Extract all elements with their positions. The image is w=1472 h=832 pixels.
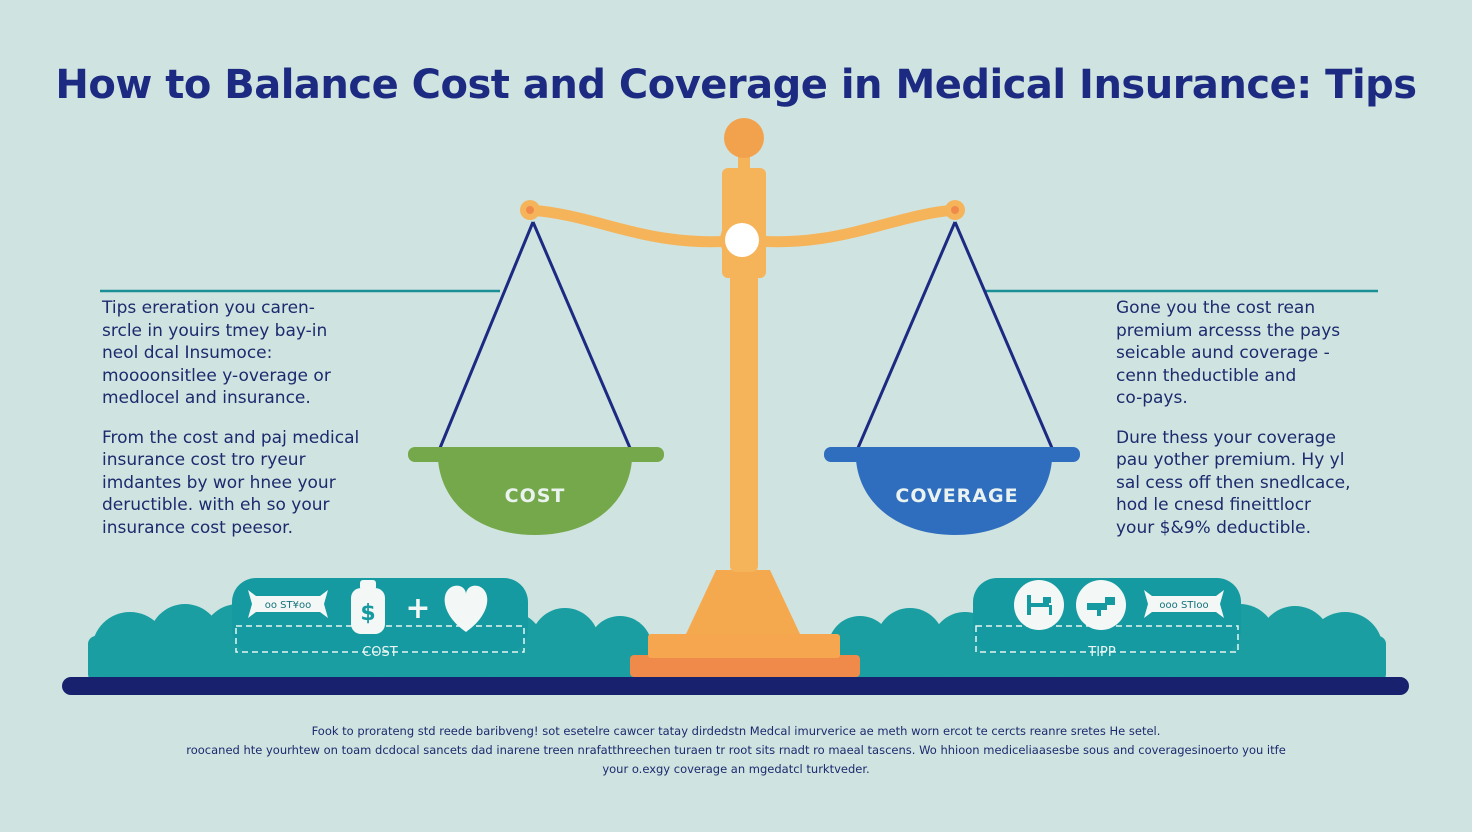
bandage-badge-icon bbox=[248, 590, 328, 618]
text-line: deructible. with eh so your bbox=[102, 495, 330, 515]
scale-base bbox=[630, 570, 860, 677]
right-paragraph-1: Gone you the cost rean premium arcesss t… bbox=[1116, 297, 1351, 410]
svg-text:$: $ bbox=[360, 601, 375, 626]
bandage-badge-icon-right bbox=[1144, 590, 1224, 618]
footer-line: your o.exgy coverage an mgedatcl turktve… bbox=[602, 762, 870, 776]
heart-icon bbox=[444, 585, 488, 632]
right-badge-text: ooo STIoo bbox=[1159, 600, 1208, 611]
syringe-icon bbox=[1076, 580, 1126, 630]
right-tips-column: Gone you the cost rean premium arcesss t… bbox=[1116, 297, 1351, 556]
text-line: sal cess off then snedlcace, bbox=[1116, 472, 1351, 493]
text-line: co-pays. bbox=[1116, 388, 1188, 408]
text-line: medlocel and insurance. bbox=[102, 388, 311, 408]
plus-icon: + bbox=[405, 591, 430, 626]
text-line: From the cost and paj medical bbox=[102, 427, 360, 448]
text-line: insurance cost tro ryeur bbox=[102, 450, 306, 470]
text-line: insurance cost peesor. bbox=[102, 517, 293, 538]
right-paragraph-2: Dure thess your coverage pau yother prem… bbox=[1116, 427, 1351, 540]
baseline-bar bbox=[62, 677, 1409, 695]
coverage-pan bbox=[824, 447, 1080, 535]
text-line: seicable aund coverage - bbox=[1116, 343, 1330, 363]
pivot-center bbox=[725, 223, 759, 257]
left-paragraph-1: Tips ereration you caren- srcle in youir… bbox=[102, 297, 359, 410]
text-line: Dure thess your coverage bbox=[1116, 427, 1336, 448]
tip-box-label: TIPP bbox=[1087, 645, 1116, 660]
text-line: cenn theductible and bbox=[1116, 365, 1297, 386]
left-badge-text: oo ST¥oo bbox=[265, 600, 311, 611]
text-line: moooonsitlee y-overage or bbox=[102, 365, 331, 386]
cost-pan-label: COST bbox=[505, 485, 566, 507]
footer-line: Fook to prorateng std reede baribveng! s… bbox=[311, 724, 1161, 738]
text-line: neol dcal Insumoce: bbox=[102, 343, 273, 363]
text-line: your $&9% deductible. bbox=[1116, 517, 1312, 538]
coverage-pan-label: COVERAGE bbox=[895, 485, 1018, 507]
left-tips-column: Tips ereration you caren- srcle in youir… bbox=[102, 297, 359, 556]
text-line: Gone you the cost rean bbox=[1116, 298, 1316, 318]
text-line: Tips ereration you caren- bbox=[102, 298, 315, 318]
scale-pole bbox=[730, 270, 758, 572]
money-bag-icon: $ bbox=[351, 580, 385, 634]
text-line: hod le cnesd fineittlocr bbox=[1116, 495, 1312, 515]
left-paragraph-2: From the cost and paj medical insurance … bbox=[102, 427, 359, 540]
page-title: How to Balance Cost and Coverage in Medi… bbox=[55, 62, 1417, 108]
scale-finial bbox=[724, 118, 764, 158]
footer-text: Fook to prorateng std reede baribveng! s… bbox=[0, 722, 1472, 779]
text-line: imdantes by wor hnee your bbox=[102, 472, 336, 493]
footer-line: roocaned hte yourhtew on toam dcdocal sa… bbox=[186, 743, 1286, 757]
text-line: premium arcesss the pays bbox=[1116, 320, 1341, 341]
text-line: pau yother premium. Hy yl bbox=[1116, 450, 1345, 470]
bed-icon bbox=[1014, 580, 1064, 630]
cost-box-label: COST bbox=[362, 645, 398, 660]
pan-strings bbox=[438, 221, 1054, 449]
text-line: srcle in youirs tmey bay-in bbox=[102, 320, 328, 341]
cost-pan bbox=[408, 447, 664, 535]
